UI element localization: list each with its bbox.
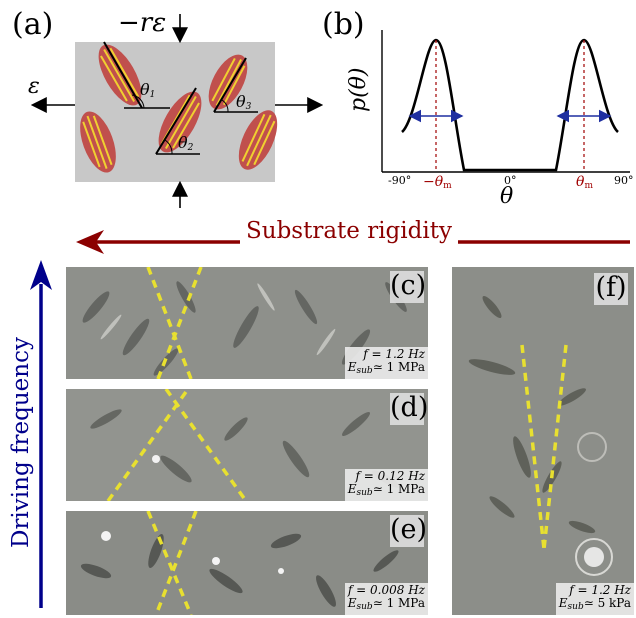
- cell-3-arc: [221, 99, 229, 113]
- info-c: f = 1.2 Hz Esub≃ 1 MPa: [344, 347, 428, 379]
- cell-1-axis: [103, 41, 143, 109]
- micrograph-d: (d) f = 0.12 Hz Esub≃ 1 MPa: [66, 389, 428, 501]
- b-ylabel: p(θ): [346, 67, 371, 113]
- b-tick-0: 0°: [504, 174, 517, 187]
- tag-c: (c): [390, 270, 427, 303]
- cell-1-arc: [131, 94, 145, 109]
- micrograph-e: (e) f = 0.008 Hz Esub≃ 1 MPa: [66, 511, 428, 615]
- b-tick-neg90: -90°: [388, 174, 412, 187]
- rigidity-label: Substrate rigidity: [240, 218, 458, 244]
- strain-top-label: −rε: [118, 8, 167, 38]
- theta-1-label: θ1: [140, 80, 156, 100]
- cell-5: [238, 110, 278, 170]
- frequency-arrow: [30, 260, 52, 608]
- strain-side-label: ε: [28, 74, 40, 99]
- b-theta-m-neg-label: −θm: [423, 174, 452, 191]
- theta-2-label: θ2: [178, 133, 194, 153]
- panel-a-label: (a): [12, 7, 54, 42]
- panel-b-label: (b): [322, 7, 365, 42]
- frequency-label: Driving frequency: [8, 333, 34, 552]
- micrograph-f: (f) f = 1.2 Hz Esub≃ 5 kPa: [452, 267, 634, 615]
- cell-3-axis: [213, 57, 247, 113]
- panel-a-schematic: [30, 14, 324, 208]
- b-tick-90: 90°: [614, 174, 634, 187]
- cell-3: [208, 54, 248, 110]
- panel-b-distribution-plot: [381, 30, 630, 173]
- theta-3-label: θ3: [236, 92, 252, 112]
- cell-4: [80, 111, 116, 173]
- cell-2-axis: [155, 87, 197, 155]
- info-d: f = 0.12 Hz Esub≃ 1 MPa: [344, 469, 428, 501]
- b-distribution-curve: [401, 38, 619, 172]
- b-xlabel: θ: [500, 184, 514, 209]
- info-f: f = 1.2 Hz Esub≃ 5 kPa: [555, 583, 634, 615]
- tag-e: (e): [390, 514, 428, 547]
- tag-d: (d): [390, 392, 428, 425]
- info-e: f = 0.008 Hz Esub≃ 1 MPa: [344, 583, 428, 615]
- cell-2-arc: [164, 139, 173, 155]
- micrograph-c: (c) f = 1.2 Hz Esub≃ 1 MPa: [66, 267, 428, 379]
- tag-f: (f): [594, 272, 628, 305]
- b-theta-m-pos-label: θm: [576, 174, 593, 191]
